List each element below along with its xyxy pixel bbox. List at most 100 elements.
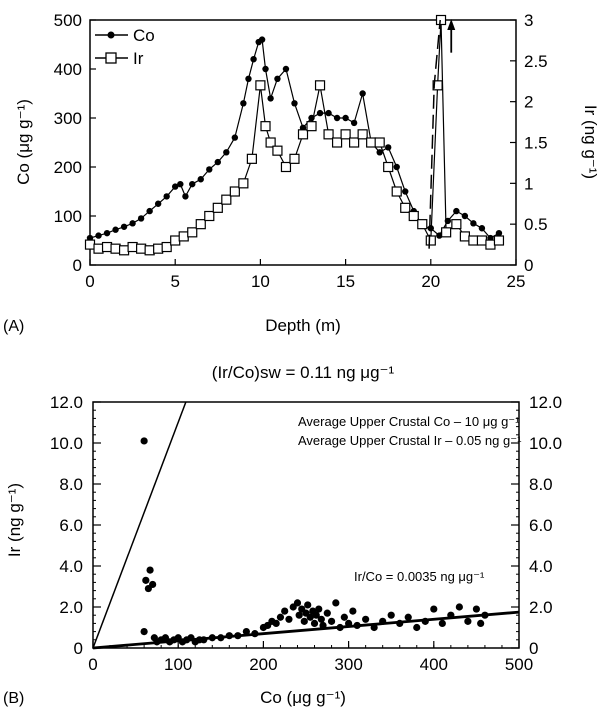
data-point-ir <box>477 236 486 245</box>
data-point <box>200 636 207 643</box>
y-right-tick-label: 4.0 <box>529 557 553 576</box>
data-point <box>379 618 386 625</box>
data-point <box>413 624 420 631</box>
data-point-ir <box>179 232 188 241</box>
panel-b-x-axis-label: Co (μg g⁻¹) <box>260 688 346 707</box>
data-point <box>281 608 288 615</box>
data-point-co <box>479 225 485 231</box>
data-point-ir <box>324 130 333 139</box>
data-point <box>336 624 343 631</box>
data-point-ir <box>154 244 163 253</box>
data-point-co <box>262 66 268 72</box>
data-point-ir <box>358 130 367 139</box>
data-point-co <box>274 76 280 82</box>
data-point-ir <box>437 16 446 25</box>
y-left-tick-label: 6.0 <box>59 516 83 535</box>
panel-a-y-axis-label-left: Co (μg g⁻¹) <box>14 99 33 185</box>
data-point <box>324 610 331 617</box>
data-point-co <box>385 144 391 150</box>
data-point-co <box>163 193 169 199</box>
panel-a-y-axis-label-right: Ir (ng g⁻¹) <box>581 105 597 179</box>
data-point <box>362 616 369 623</box>
data-point-ir <box>111 244 120 253</box>
panel-a-x-axis-label: Depth (m) <box>265 316 341 335</box>
data-point-ir <box>307 122 316 131</box>
data-point <box>142 577 149 584</box>
y-left-tick-label: 0 <box>74 639 83 658</box>
y-right-tick-label: 3 <box>524 11 533 30</box>
data-point <box>285 616 292 623</box>
y-left-tick-label: 500 <box>54 11 82 30</box>
annotation-upper-crustal-ir: Average Upper Crustal Ir – 0.05 ng g⁻¹ <box>298 433 522 448</box>
data-point-ir <box>409 212 418 221</box>
data-point <box>301 618 308 625</box>
data-point-ir <box>120 246 129 255</box>
data-point-co <box>342 115 348 121</box>
data-point-ir <box>196 220 205 229</box>
x-tick-label: 200 <box>249 655 277 674</box>
data-point <box>304 601 311 608</box>
data-point-co <box>496 230 502 236</box>
x-tick-label: 5 <box>170 272 179 291</box>
y-right-tick-label: 6.0 <box>529 516 553 535</box>
data-point-ir <box>494 236 503 245</box>
data-point <box>319 622 326 629</box>
data-point-co <box>121 224 127 230</box>
x-tick-label: 100 <box>164 655 192 674</box>
y-left-tick-label: 100 <box>54 207 82 226</box>
data-point <box>405 614 412 621</box>
seawater-ratio-line <box>93 402 186 648</box>
data-point <box>217 634 224 641</box>
data-point <box>294 599 301 606</box>
y-left-tick-label: 200 <box>54 158 82 177</box>
data-point <box>149 581 156 588</box>
x-tick-label: 25 <box>507 272 526 291</box>
data-point-ir <box>247 154 256 163</box>
data-point-ir <box>452 220 461 229</box>
data-point <box>341 614 348 621</box>
data-point-ir <box>213 203 222 212</box>
data-point <box>146 567 153 574</box>
data-point-co <box>138 215 144 221</box>
panel-b: 0 100 200 300 400 5000 02.0 2.04.0 4.06.0 6.08.0 8… <box>3 363 562 707</box>
data-point <box>243 628 250 635</box>
data-point-ir <box>205 212 214 221</box>
y-right-tick-label: 2.5 <box>524 52 548 71</box>
panel-b-label: (B) <box>3 690 24 707</box>
legend-co-label: Co <box>133 26 155 45</box>
data-point-ir <box>469 236 478 245</box>
data-point-co <box>189 181 195 187</box>
data-point <box>226 632 233 639</box>
y-right-tick-label: 1.5 <box>524 134 548 153</box>
x-tick-label: 400 <box>420 655 448 674</box>
x-tick-label: 10 <box>251 272 270 291</box>
data-point-co <box>462 213 468 219</box>
data-point-ir <box>222 195 231 204</box>
data-point <box>141 437 148 444</box>
x-tick-label: 0 <box>85 272 94 291</box>
data-point <box>141 628 148 635</box>
data-point-ir <box>418 220 427 229</box>
y-right-tick-label: 8.0 <box>529 475 553 494</box>
data-point-co <box>155 201 161 207</box>
panel-a-series <box>86 16 504 255</box>
y-right-tick-label: 12.0 <box>529 393 562 412</box>
data-point-co <box>283 66 289 72</box>
data-point-co <box>198 176 204 182</box>
data-point-co <box>351 120 357 126</box>
data-point-co <box>259 36 265 42</box>
panel-a-label: (A) <box>3 318 24 335</box>
data-point-co <box>104 230 110 236</box>
data-point <box>273 620 280 627</box>
x-tick-label: 300 <box>334 655 362 674</box>
data-point <box>439 620 446 627</box>
data-point-ir <box>426 236 435 245</box>
data-point-ir <box>341 130 350 139</box>
y-left-tick-label: 8.0 <box>59 475 83 494</box>
annotation-upper-crustal-co: Average Upper Crustal Co – 10 μg g⁻¹ <box>298 414 520 429</box>
data-point <box>234 632 241 639</box>
annotation-ir-co-ratio: Ir/Co = 0.0035 ng μg⁻¹ <box>354 569 485 584</box>
data-point-ir <box>401 203 410 212</box>
data-point <box>388 612 395 619</box>
panel-a: 0 5 10 15 20 25010020030040050000.511.522.53 … <box>3 11 597 335</box>
